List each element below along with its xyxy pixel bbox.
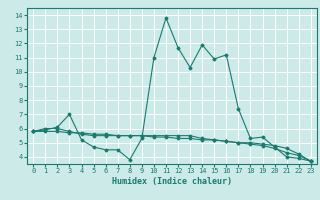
X-axis label: Humidex (Indice chaleur): Humidex (Indice chaleur) [112,177,232,186]
